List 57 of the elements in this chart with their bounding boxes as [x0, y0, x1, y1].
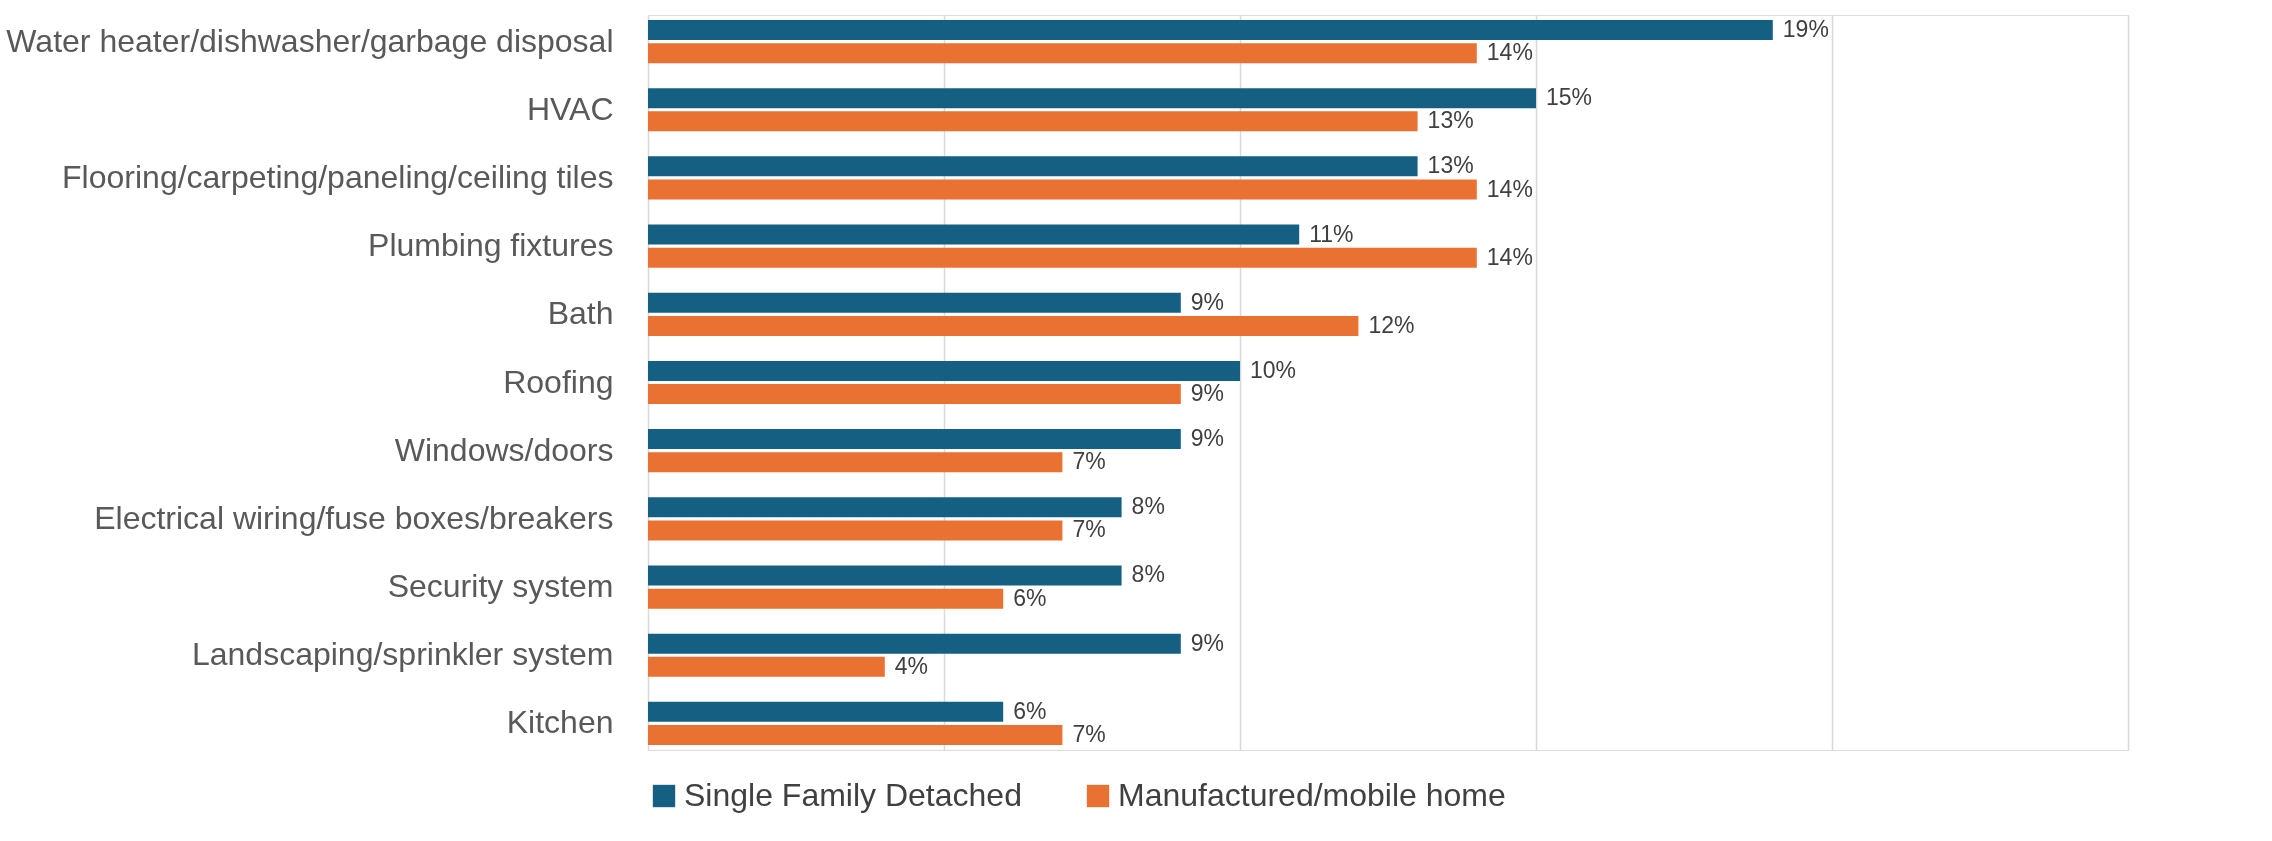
bar [648, 633, 1181, 654]
bar [648, 111, 1418, 132]
bar [648, 88, 1536, 109]
data-label: 9% [1190, 629, 1225, 656]
data-label: 14% [1486, 175, 1533, 202]
data-label: 14% [1486, 39, 1533, 66]
bar [648, 656, 885, 677]
y-tick-label: Water heater/dishwasher/garbage disposal [6, 22, 614, 59]
bar [648, 224, 1300, 245]
data-label: 6% [1013, 584, 1047, 611]
data-label: 12% [1368, 311, 1415, 338]
data-label: 14% [1486, 243, 1533, 270]
data-label: 8% [1131, 493, 1165, 520]
data-label: 9% [1190, 380, 1225, 407]
bar [648, 20, 1773, 40]
data-label: 19% [1782, 16, 1829, 42]
bar [648, 247, 1477, 268]
bar [648, 384, 1181, 405]
data-label: 4% [894, 652, 929, 679]
data-label: 15% [1546, 84, 1593, 111]
bar [648, 292, 1181, 313]
data-label: 13% [1427, 152, 1474, 179]
bar [648, 179, 1477, 200]
bar [648, 315, 1359, 336]
data-label: 11% [1309, 220, 1354, 247]
bar [648, 725, 1063, 745]
y-tick-label: Bath [547, 295, 614, 332]
bar [648, 588, 1004, 609]
y-tick-label: Windows/doors [394, 431, 614, 468]
y-tick-label: Plumbing fixtures [368, 227, 614, 264]
data-label: 10% [1250, 356, 1297, 383]
data-label: 13% [1427, 107, 1474, 134]
y-tick-label: Flooring/carpeting/paneling/ceiling tiles [62, 158, 614, 195]
bar [648, 429, 1181, 450]
y-tick-label: Kitchen [506, 704, 614, 741]
legend-label: Single Family Detached [684, 777, 1022, 813]
bar [648, 497, 1122, 518]
bar [648, 43, 1477, 64]
y-tick-label: Roofing [503, 363, 614, 400]
y-tick-label: Electrical wiring/fuse boxes/breakers [94, 499, 614, 536]
bar [648, 565, 1122, 586]
data-label: 7% [1072, 516, 1106, 543]
data-label: 8% [1131, 561, 1165, 588]
bar [648, 701, 1004, 722]
data-label: 9% [1190, 288, 1225, 315]
bar [648, 156, 1418, 177]
bar [648, 452, 1063, 473]
data-label: 6% [1013, 697, 1047, 724]
data-label: 9% [1190, 425, 1225, 452]
bar [648, 520, 1063, 541]
y-tick-label: Security system [387, 568, 614, 605]
legend-label: Manufactured/mobile home [1118, 777, 1506, 813]
data-label: 7% [1072, 721, 1106, 747]
y-tick-label: HVAC [526, 90, 614, 127]
y-tick-label: Landscaping/sprinkler system [191, 636, 614, 673]
bar [648, 360, 1240, 381]
data-label: 7% [1072, 448, 1106, 475]
